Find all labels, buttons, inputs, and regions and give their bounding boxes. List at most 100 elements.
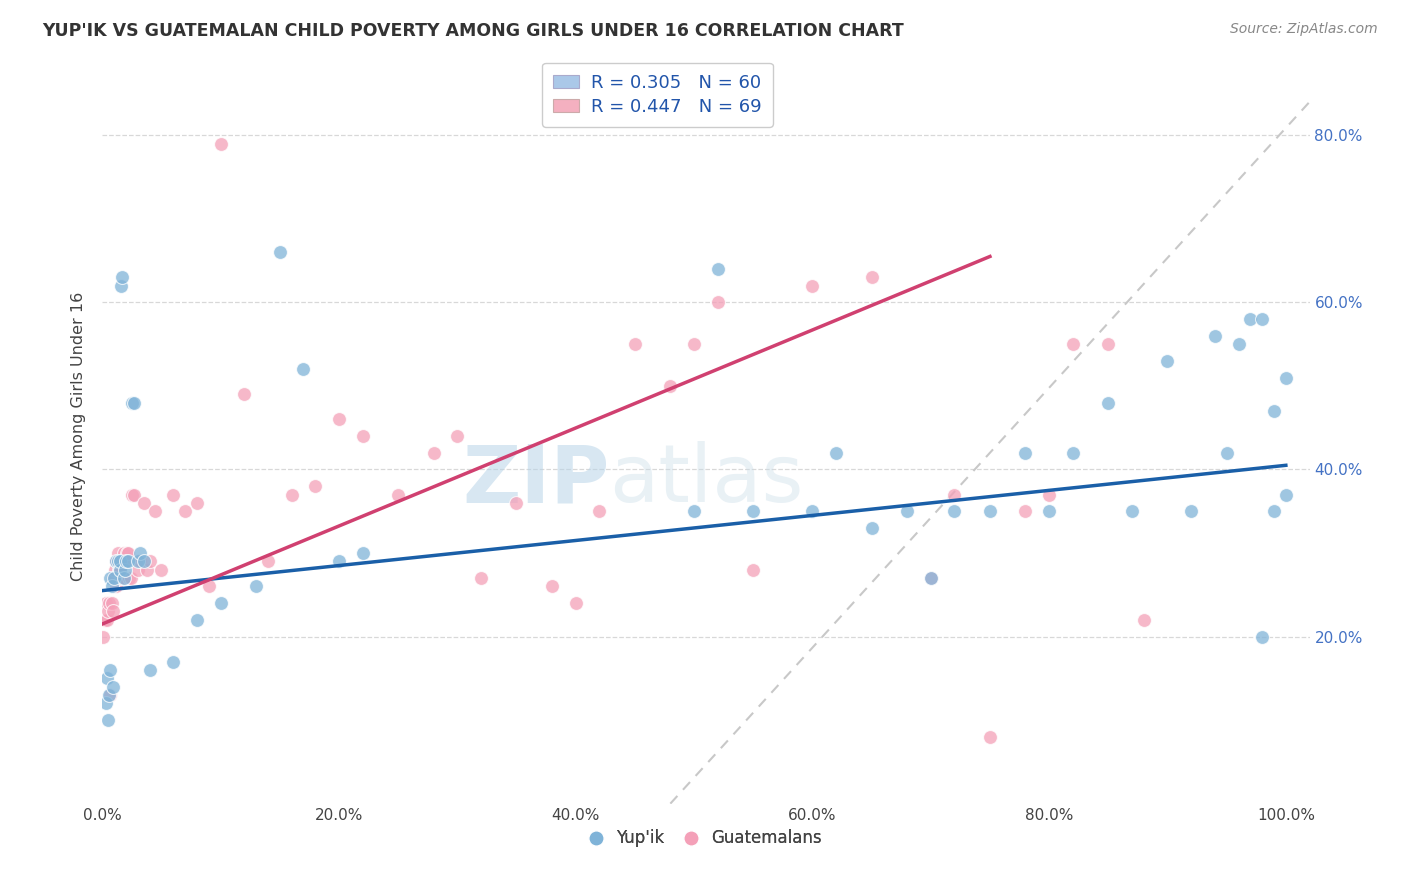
Point — [108, 563, 131, 577]
Point — [920, 571, 942, 585]
Point — [115, 554, 138, 568]
Point — [122, 487, 145, 501]
Point — [132, 496, 155, 510]
Point — [138, 663, 160, 677]
Point — [943, 504, 966, 518]
Point — [197, 579, 219, 593]
Point — [107, 546, 129, 560]
Point — [706, 262, 728, 277]
Point — [1215, 446, 1237, 460]
Point — [352, 546, 374, 560]
Point — [1121, 504, 1143, 518]
Point — [1097, 395, 1119, 409]
Point — [107, 554, 129, 568]
Point — [93, 630, 115, 644]
Point — [100, 663, 122, 677]
Legend: Yup'ik, Guatemalans: Yup'ik, Guatemalans — [583, 822, 828, 855]
Text: Source: ZipAtlas.com: Source: ZipAtlas.com — [1230, 22, 1378, 37]
Point — [114, 563, 136, 577]
Point — [100, 579, 122, 593]
Point — [1263, 504, 1285, 518]
Point — [1062, 337, 1084, 351]
Point — [120, 571, 142, 585]
Point — [1038, 487, 1060, 501]
Point — [111, 270, 134, 285]
Point — [505, 496, 527, 510]
Point — [105, 554, 128, 568]
Point — [328, 554, 350, 568]
Point — [117, 546, 139, 560]
Point — [292, 362, 315, 376]
Point — [1097, 337, 1119, 351]
Point — [209, 596, 232, 610]
Point — [1275, 487, 1298, 501]
Point — [1275, 370, 1298, 384]
Point — [118, 571, 141, 585]
Point — [129, 546, 152, 560]
Point — [1014, 504, 1036, 518]
Point — [1239, 312, 1261, 326]
Point — [145, 504, 167, 518]
Point — [136, 563, 159, 577]
Point — [100, 688, 122, 702]
Point — [1180, 504, 1202, 518]
Point — [257, 554, 280, 568]
Point — [112, 546, 135, 560]
Point — [100, 596, 122, 610]
Point — [186, 496, 208, 510]
Point — [114, 571, 136, 585]
Point — [107, 563, 129, 577]
Point — [1133, 613, 1156, 627]
Point — [121, 487, 143, 501]
Point — [104, 563, 127, 577]
Point — [328, 412, 350, 426]
Point — [742, 563, 765, 577]
Point — [801, 278, 824, 293]
Point — [112, 571, 135, 585]
Text: ZIP: ZIP — [463, 442, 609, 519]
Point — [111, 571, 134, 585]
Point — [1062, 446, 1084, 460]
Point — [103, 571, 125, 585]
Point — [115, 554, 138, 568]
Point — [96, 671, 118, 685]
Point — [1204, 328, 1226, 343]
Point — [150, 563, 173, 577]
Point — [129, 554, 152, 568]
Point — [304, 479, 326, 493]
Point — [422, 446, 444, 460]
Y-axis label: Child Poverty Among Girls Under 16: Child Poverty Among Girls Under 16 — [72, 292, 86, 581]
Point — [659, 379, 682, 393]
Point — [683, 337, 706, 351]
Point — [446, 429, 468, 443]
Point — [979, 730, 1001, 744]
Point — [110, 571, 132, 585]
Point — [280, 487, 302, 501]
Point — [860, 521, 883, 535]
Point — [110, 278, 132, 293]
Point — [121, 395, 143, 409]
Point — [127, 554, 149, 568]
Point — [588, 504, 610, 518]
Point — [108, 563, 131, 577]
Point — [896, 504, 918, 518]
Point — [97, 713, 120, 727]
Text: atlas: atlas — [609, 442, 804, 519]
Point — [683, 504, 706, 518]
Point — [706, 295, 728, 310]
Point — [1263, 404, 1285, 418]
Point — [624, 337, 647, 351]
Point — [94, 596, 117, 610]
Point — [742, 504, 765, 518]
Point — [245, 579, 267, 593]
Point — [101, 680, 124, 694]
Point — [352, 429, 374, 443]
Point — [1251, 630, 1274, 644]
Point — [98, 596, 121, 610]
Point — [101, 571, 124, 585]
Point — [132, 554, 155, 568]
Point — [1038, 504, 1060, 518]
Point — [127, 563, 149, 577]
Point — [100, 571, 122, 585]
Point — [162, 487, 184, 501]
